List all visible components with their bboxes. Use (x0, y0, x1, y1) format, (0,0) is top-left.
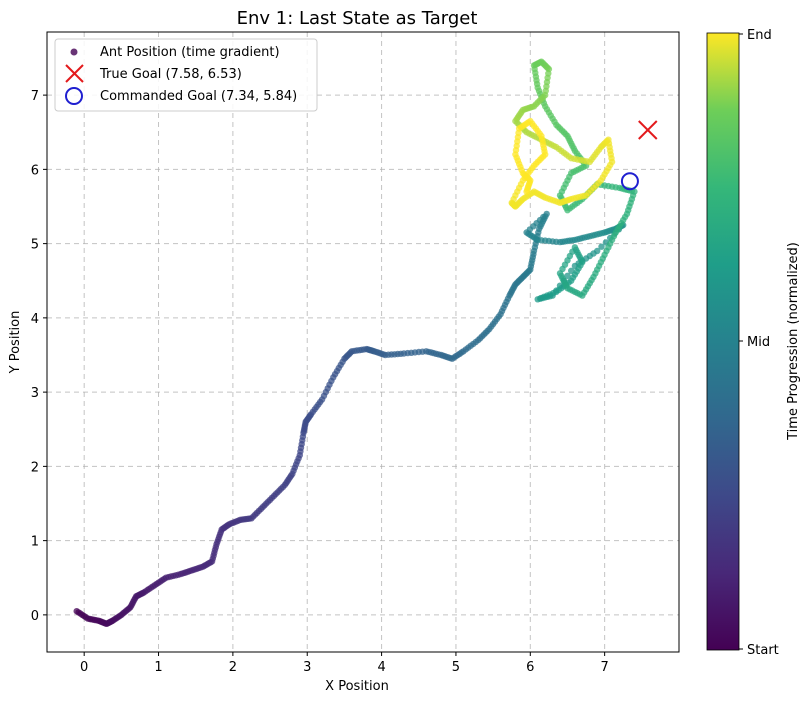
y-axis-label: Y Position (8, 311, 23, 375)
ant-position-point (598, 243, 605, 250)
x-tick-label: 2 (229, 660, 237, 675)
y-tick-label: 1 (31, 535, 39, 550)
colorbar-tick-mid: Mid (747, 335, 770, 350)
x-axis-label: X Position (325, 679, 389, 694)
colorbar-tick-start: Start (747, 643, 779, 658)
x-tick-label: 4 (377, 660, 385, 675)
x-tick-label: 7 (601, 660, 609, 675)
y-tick-label: 0 (31, 609, 39, 624)
y-tick-label: 7 (31, 89, 39, 104)
colorbar-label: Time Progression (normalized) (786, 242, 801, 441)
y-tick-label: 4 (31, 312, 39, 327)
x-tick-label: 5 (452, 660, 460, 675)
commanded-goal-marker (620, 172, 639, 191)
y-ticks: 0 1 2 3 4 5 6 7 (31, 89, 47, 624)
x-tick-label: 3 (303, 660, 311, 675)
legend-label-true-goal: True Goal (7.58, 6.53) (99, 67, 242, 82)
ant-position-point (523, 188, 530, 195)
colorbar-tick-end: End (747, 28, 772, 43)
true-goal-marker (638, 120, 658, 140)
y-tick-label: 5 (31, 238, 39, 253)
legend: Ant Position (time gradient) True Goal (… (54, 38, 318, 112)
x-tick-label: 6 (526, 660, 534, 675)
x-tick-label: 1 (154, 660, 162, 675)
colorbar: End Mid Start Time Progression (normaliz… (706, 28, 801, 658)
chart-title: Env 1: Last State as Target (237, 8, 478, 29)
colorbar-gradient (706, 32, 740, 651)
legend-marker-true-goal (65, 64, 84, 83)
data-points (73, 58, 658, 627)
x-ticks: 0 1 2 3 4 5 6 7 (80, 652, 609, 675)
plot-frame (46, 31, 680, 653)
grid (47, 32, 679, 652)
legend-marker-ant (70, 48, 78, 56)
legend-label-ant: Ant Position (time gradient) (100, 45, 280, 60)
y-tick-label: 3 (31, 386, 39, 401)
legend-marker-commanded-goal (65, 87, 83, 105)
y-tick-label: 2 (31, 460, 39, 475)
legend-label-commanded-goal: Commanded Goal (7.34, 5.84) (100, 89, 297, 104)
x-tick-label: 0 (80, 660, 88, 675)
y-tick-label: 6 (31, 163, 39, 178)
ant-position-point (564, 272, 571, 279)
legend-box (54, 38, 318, 112)
